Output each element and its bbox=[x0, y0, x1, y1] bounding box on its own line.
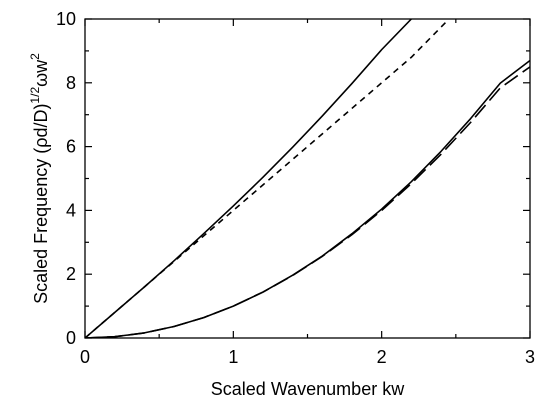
y-tick-label: 10 bbox=[56, 9, 76, 29]
series-line-4 bbox=[85, 66, 530, 338]
y-tick-labels: 0 2 4 6 8 10 bbox=[56, 9, 76, 348]
series-line-1 bbox=[85, 19, 412, 338]
series-line-3 bbox=[85, 59, 530, 338]
y-tick-label: 2 bbox=[66, 264, 76, 284]
series-layer bbox=[85, 19, 530, 338]
x-tick-label: 1 bbox=[228, 347, 238, 367]
y-axis-label: Scaled Frequency (ρd/D)1/2ωw2 bbox=[28, 53, 51, 304]
y-tick-label: 8 bbox=[66, 73, 76, 93]
y-axis-label-exp1: 1/2 bbox=[28, 87, 42, 104]
x-tick-label: 3 bbox=[525, 347, 535, 367]
x-tick-labels: 0 1 2 3 bbox=[80, 347, 535, 367]
ticks-layer bbox=[84, 18, 531, 339]
y-tick-label: 6 bbox=[66, 137, 76, 157]
y-axis-label-middle: ωw bbox=[31, 59, 51, 87]
x-tick-label: 2 bbox=[377, 347, 387, 367]
x-axis-label: Scaled Wavenumber kw bbox=[211, 379, 405, 399]
plot-frame bbox=[84, 18, 531, 339]
y-tick-label: 0 bbox=[66, 328, 76, 348]
y-axis-label-exp2: 2 bbox=[28, 53, 42, 60]
y-axis-label-prefix: Scaled Frequency (ρd/D) bbox=[31, 104, 51, 304]
y-tick-label: 4 bbox=[66, 200, 76, 220]
x-tick-label: 0 bbox=[80, 347, 90, 367]
series-line-2 bbox=[85, 19, 449, 338]
